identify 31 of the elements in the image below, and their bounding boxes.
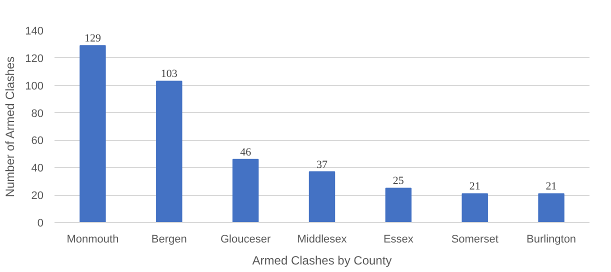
data-label: 37 bbox=[316, 158, 328, 171]
bar bbox=[462, 193, 488, 222]
y-tick-label: 20 bbox=[31, 190, 44, 202]
data-label: 25 bbox=[392, 175, 404, 188]
x-tick-label: Monmouth bbox=[66, 234, 119, 246]
x-tick-label: Bergen bbox=[151, 234, 187, 246]
x-tick-label: Middlesex bbox=[297, 234, 348, 246]
y-tick-label: 140 bbox=[25, 26, 44, 38]
bar bbox=[538, 193, 564, 222]
bar bbox=[156, 80, 182, 222]
bar bbox=[308, 171, 336, 222]
data-label: 46 bbox=[240, 146, 252, 158]
y-axis-title: Number of Armed Clashes bbox=[3, 56, 18, 198]
y-tick-label: 40 bbox=[31, 162, 44, 175]
x-tick-label: Burlington bbox=[526, 234, 576, 246]
y-tick-label: 0 bbox=[37, 218, 44, 230]
bar bbox=[80, 45, 106, 222]
x-tick-label: Glouceser bbox=[220, 234, 271, 246]
data-label: 103 bbox=[160, 68, 178, 80]
data-label: 21 bbox=[546, 180, 557, 193]
data-label: 129 bbox=[84, 32, 102, 45]
bar bbox=[385, 188, 412, 222]
x-tick-label: Essex bbox=[383, 234, 414, 246]
y-tick-label: 120 bbox=[25, 52, 44, 65]
data-label: 21 bbox=[469, 180, 480, 193]
x-axis-title: Armed Clashes by County bbox=[252, 254, 392, 268]
x-tick-label: Somerset bbox=[451, 234, 498, 246]
y-tick-label: 60 bbox=[31, 135, 44, 148]
y-tick-label: 100 bbox=[25, 80, 44, 92]
bar bbox=[232, 158, 259, 222]
y-tick-label: 80 bbox=[31, 108, 44, 120]
